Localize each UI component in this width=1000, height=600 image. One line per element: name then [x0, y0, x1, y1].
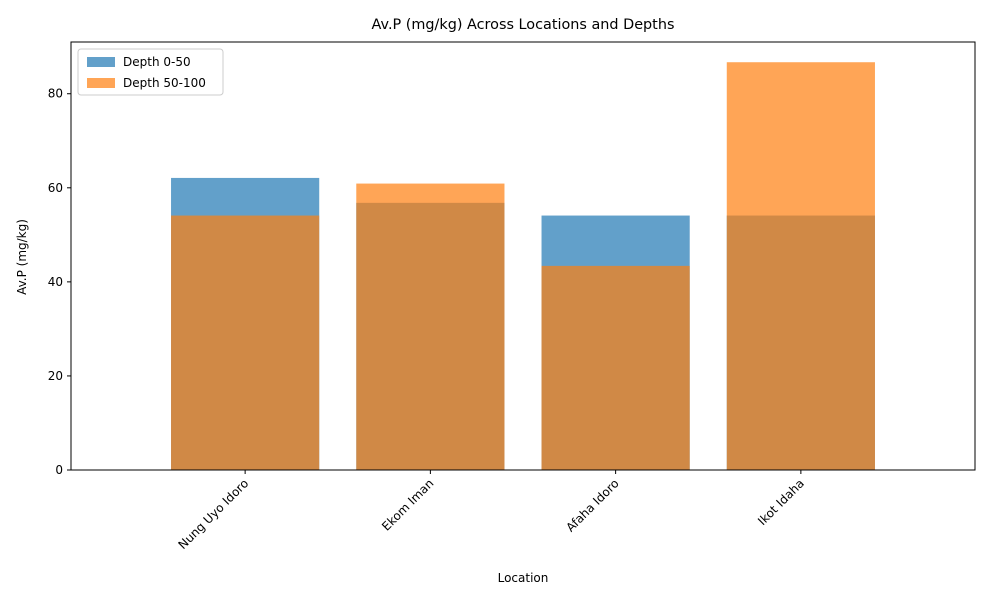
legend-swatch-1 — [87, 57, 115, 67]
bar-2-2 — [356, 183, 505, 471]
x-axis-label: Location — [498, 571, 549, 585]
legend-label-2: Depth 50-100 — [123, 76, 206, 90]
y-tick-label: 80 — [48, 87, 63, 101]
y-tick-label: 20 — [48, 369, 63, 383]
plot-frame — [70, 41, 976, 471]
chart-title: Av.P (mg/kg) Across Locations and Depths — [372, 17, 675, 33]
y-tick-label: 60 — [48, 181, 63, 195]
bar-2-3 — [541, 265, 690, 470]
legend: Depth 0-50 Depth 50-100 — [77, 48, 224, 96]
y-axis: 0 20 40 60 80 — [48, 87, 71, 477]
y-axis-label: Av.P (mg/kg) — [15, 219, 29, 295]
legend-swatch-2 — [87, 78, 115, 88]
legend-label-1: Depth 0-50 — [123, 55, 191, 69]
bar-2-1 — [171, 215, 320, 470]
bars-layer — [171, 62, 875, 471]
y-tick-label: 40 — [48, 275, 63, 289]
bar-2-4 — [726, 62, 875, 470]
y-tick-label: 0 — [55, 463, 63, 477]
